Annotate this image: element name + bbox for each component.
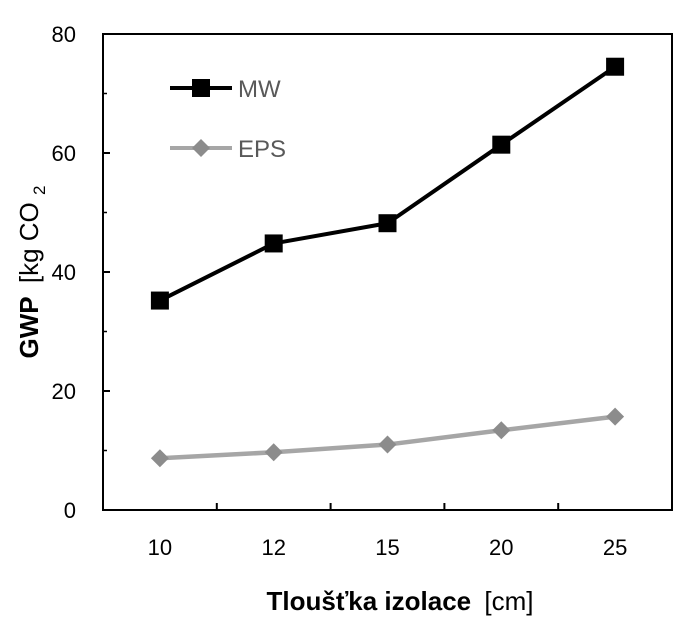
y-axis-title: GWP [kg CO 2 [14,186,49,359]
legend-marker-mw [192,79,210,97]
legend: MW EPS [170,76,286,163]
x-tick-label: 20 [489,535,513,560]
data-point-eps [378,435,397,454]
x-axis-title-unit: [cm] [484,586,533,616]
data-point-eps [492,421,511,440]
legend-label-eps: EPS [238,136,286,163]
legend-label-mw: MW [238,76,281,103]
x-tick-label: 25 [603,535,627,560]
x-tick-label: 12 [261,535,285,560]
y-tick-label: 20 [52,379,76,404]
data-point-mw [606,57,625,76]
series-layer [150,57,625,468]
y-tick-label: 60 [52,141,76,166]
series-eps [150,407,625,468]
data-point-eps [150,449,169,468]
data-point-mw [264,234,283,253]
y-tick-label: 80 [52,22,76,47]
y-axis-title-bold: GWP [14,296,44,358]
legend-item-mw: MW [170,76,281,103]
legend-marker-eps [192,139,210,157]
series-mw [150,57,625,310]
x-tick-label: 15 [375,535,399,560]
y-tick-label: 0 [64,498,76,523]
x-tick-label: 10 [148,535,172,560]
series-line-mw [159,65,617,303]
x-axis-title-bold: Tloušťka izolace [267,586,472,616]
ticks-layer: 0 20 40 60 80 10 12 15 20 25 [52,22,673,560]
legend-item-eps: EPS [170,136,286,163]
y-tick-label: 40 [52,260,76,285]
x-axis-title: Tloušťka izolace [cm] [267,586,534,616]
data-point-mw [378,214,397,233]
data-point-eps [606,407,625,426]
data-point-mw [492,135,511,154]
y-axis-title-subscript: 2 [30,186,49,195]
y-axis-title-unit: [kg CO [14,202,44,283]
data-point-eps [264,443,283,462]
data-point-mw [150,291,169,310]
